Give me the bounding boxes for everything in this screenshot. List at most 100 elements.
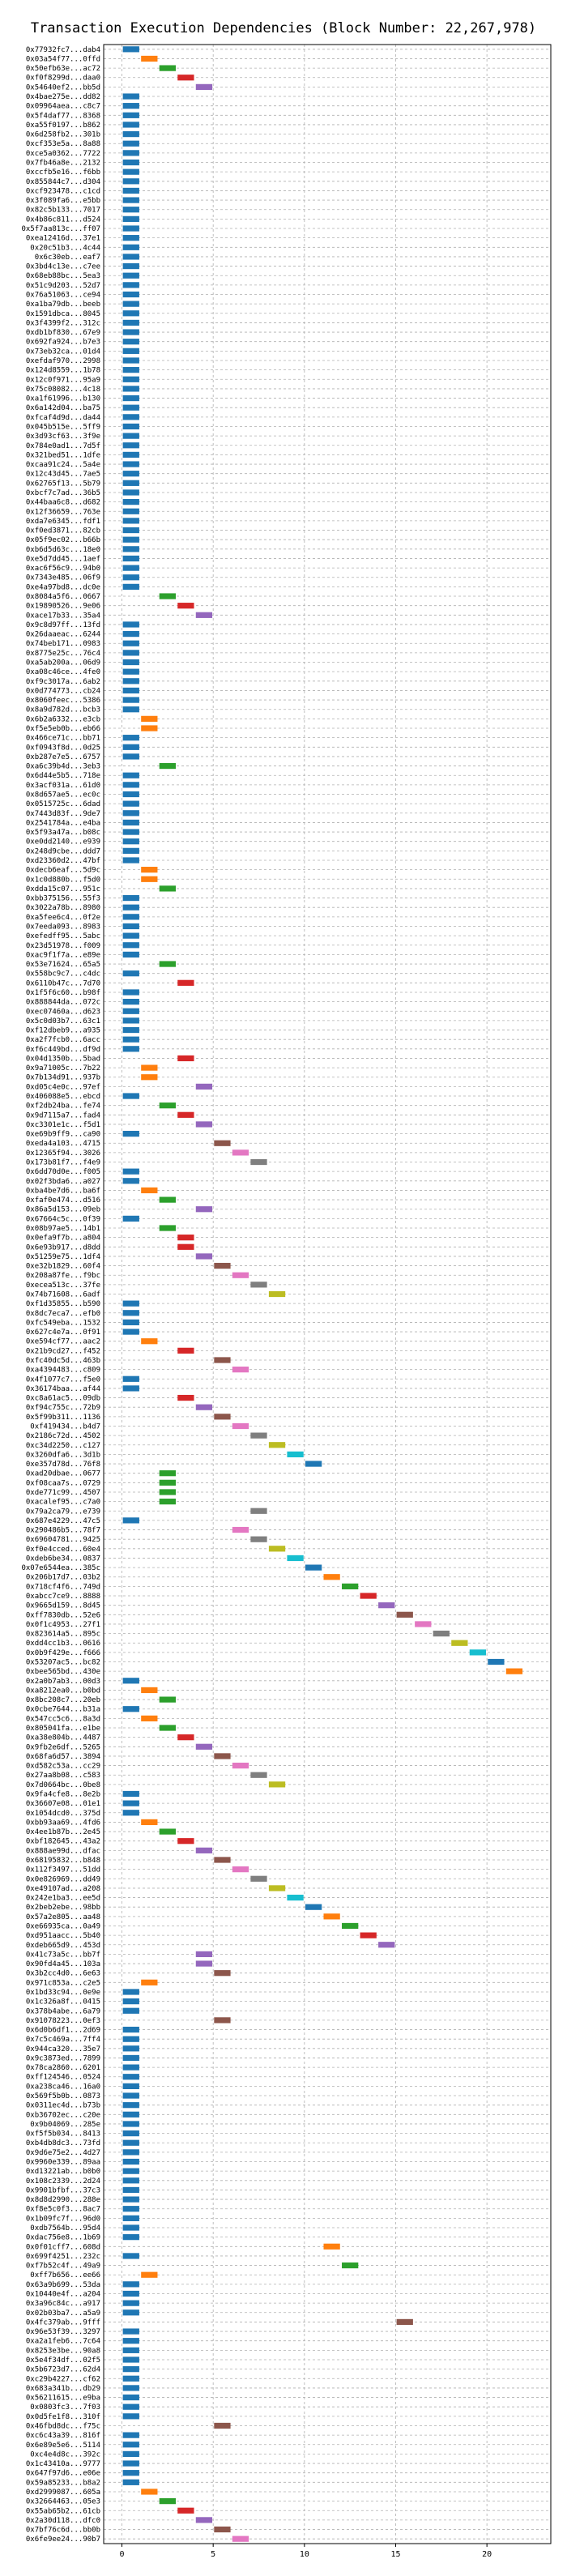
transaction-bar (122, 1046, 139, 1052)
transaction-bar (122, 2054, 139, 2062)
y-tick-label: 0x8775e25c...76c4 (26, 650, 100, 658)
transaction-bar (159, 961, 176, 967)
transaction-bar (122, 2102, 139, 2109)
y-tick-label: 0x7c5c469a...7ff4 (26, 2036, 100, 2044)
y-tick-label: 0x8060feec...5386 (26, 697, 100, 705)
y-tick-label: 0x8bc208c7...20eb (26, 1696, 100, 1704)
y-tick-label: 0x242e1ba3...ee5d (26, 1895, 100, 1903)
transaction-bar (250, 1158, 267, 1166)
transaction-bar (122, 1300, 139, 1307)
y-tick-label: 0x321bed51...1dfe (26, 451, 100, 459)
y-tick-label: 0xac9f1f7a...e89e (26, 951, 100, 959)
transaction-bar (177, 1235, 194, 1241)
transaction-bar (214, 1262, 231, 1269)
transaction-bar (122, 1215, 139, 1222)
y-tick-label: 0x2a30d118...dfc0 (26, 2517, 100, 2525)
y-tick-label: 0xe4a97bd8...dc0e (26, 583, 100, 591)
y-tick-label: 0x57a2e805...aa48 (26, 1913, 100, 1921)
transaction-bar (122, 262, 139, 270)
transaction-bar (122, 357, 139, 364)
transaction-bar (122, 2121, 139, 2127)
transaction-bar (214, 1857, 231, 1863)
transaction-bar (122, 178, 139, 185)
transaction-bar (122, 923, 139, 930)
y-tick-label: 0x82c5b133...7017 (26, 207, 100, 215)
transaction-bar (195, 1951, 213, 1958)
y-tick-label: 0x406088e5...ebcd (26, 1093, 100, 1101)
y-tick-label: 0x36174baa...af44 (26, 1385, 100, 1393)
y-tick-label: 0x378b4abe...6a79 (26, 2007, 100, 2015)
y-tick-label: 0xf0e4cced...60e4 (26, 1546, 100, 1554)
y-tick-label: 0xefdaf970...2998 (26, 357, 100, 365)
transaction-bar (195, 1083, 213, 1090)
transaction-bar (122, 565, 139, 571)
transaction-bar (323, 2243, 340, 2250)
transaction-bar (122, 471, 139, 477)
y-tick-label: 0x56211615...e9ba (26, 2395, 100, 2403)
y-tick-label: 0x0515725c...6dad (26, 800, 100, 808)
transaction-bar (141, 1338, 158, 1345)
y-tick-label: 0x23d51978...f009 (26, 942, 100, 950)
y-tick-label: 0x8084a5f6...0667 (26, 593, 100, 601)
y-tick-label: 0x12c0f971...95a9 (26, 376, 100, 384)
y-tick-label: 0x627c4e7a...0f91 (26, 1329, 100, 1337)
transaction-bar (305, 1461, 322, 1467)
y-tick-label: 0xdda15c07...951c (26, 885, 100, 893)
y-tick-label: 0x2186c72d...4502 (26, 1432, 100, 1440)
transaction-bar (122, 499, 139, 505)
transaction-bar (122, 1178, 139, 1184)
y-tick-label: 0x9fb2e6df...5265 (26, 1743, 100, 1751)
y-tick-label: 0x96e53f39...3297 (26, 2328, 100, 2336)
y-tick-label: 0x683a341b...db29 (26, 2385, 100, 2393)
y-tick-label: 0x7eeda093...8983 (26, 923, 100, 931)
y-tick-label: 0x91078223...0ef3 (26, 2017, 100, 2025)
transaction-bar (177, 979, 194, 986)
transaction-bar (122, 2450, 139, 2458)
transaction-bar (250, 1282, 267, 1288)
transaction-bar (159, 1225, 176, 1231)
y-tick-label: 0x4fc379ab...9fff (26, 2318, 100, 2327)
transaction-bar (141, 55, 158, 62)
transaction-bar (122, 1790, 139, 1798)
y-tick-label: 0xfc549eba...1532 (26, 1319, 100, 1327)
transaction-bar (122, 2168, 139, 2174)
y-tick-label: 0xdb1bf830...67e9 (26, 329, 100, 337)
transaction-bar (122, 546, 139, 552)
y-tick-label: 0xbb375156...55f3 (26, 895, 100, 903)
transaction-bar (122, 282, 139, 288)
y-tick-label: 0x9960e339...89aa (26, 2159, 100, 2167)
y-tick-label: 0x53e71624...65a5 (26, 961, 100, 969)
y-tick-label: 0x290486b5...78f7 (26, 1527, 100, 1535)
transaction-bar (396, 1611, 413, 1618)
y-tick-label: 0xad20dbae...0677 (26, 1470, 100, 1478)
transaction-bar (122, 2036, 139, 2042)
transaction-bar (159, 1479, 176, 1486)
transaction-bar (159, 2498, 176, 2505)
y-tick-label: 0xc4e4d8c...392c (30, 2450, 100, 2459)
transaction-bar (122, 433, 139, 439)
transaction-bar (268, 1442, 286, 1448)
transaction-bar (505, 1668, 523, 1674)
y-tick-label: 0x206b17d7...03b2 (26, 1574, 100, 1582)
transaction-bar (122, 2007, 139, 2014)
transaction-bar (195, 1121, 213, 1128)
y-tick-label: 0x68195832...b848 (26, 1857, 100, 1865)
y-tick-label: 0xf8e5c0f3...8ac7 (26, 2206, 100, 2214)
transaction-bar (141, 1819, 158, 1826)
transaction-bar (122, 489, 139, 496)
y-tick-label: 0x6e89e5e6...5114 (26, 2442, 100, 2450)
transaction-bar (177, 1734, 194, 1741)
y-tick-label: 0x05f9ec02...b66b (26, 536, 100, 544)
y-tick-label: 0xa1f61996...b130 (26, 395, 100, 403)
y-tick-label: 0x1b09fc7f...96d0 (26, 2215, 100, 2223)
y-tick-label: 0x805041fa...e1be (26, 1725, 100, 1733)
transaction-bar (122, 1310, 139, 1316)
transaction-bar (122, 857, 139, 864)
y-tick-label: 0xf0f8299d...daa0 (26, 75, 100, 83)
y-tick-label: 0x6d0b6df1...2d69 (26, 2027, 100, 2035)
transaction-bar (159, 762, 176, 770)
y-tick-label: 0x3a96c84c...a917 (26, 2300, 100, 2308)
y-tick-label: 0xc8a61ac5...09db (26, 1395, 100, 1403)
y-tick-label: 0xa8212ea0...b0bd (26, 1687, 100, 1695)
transaction-bar (159, 1196, 176, 1203)
